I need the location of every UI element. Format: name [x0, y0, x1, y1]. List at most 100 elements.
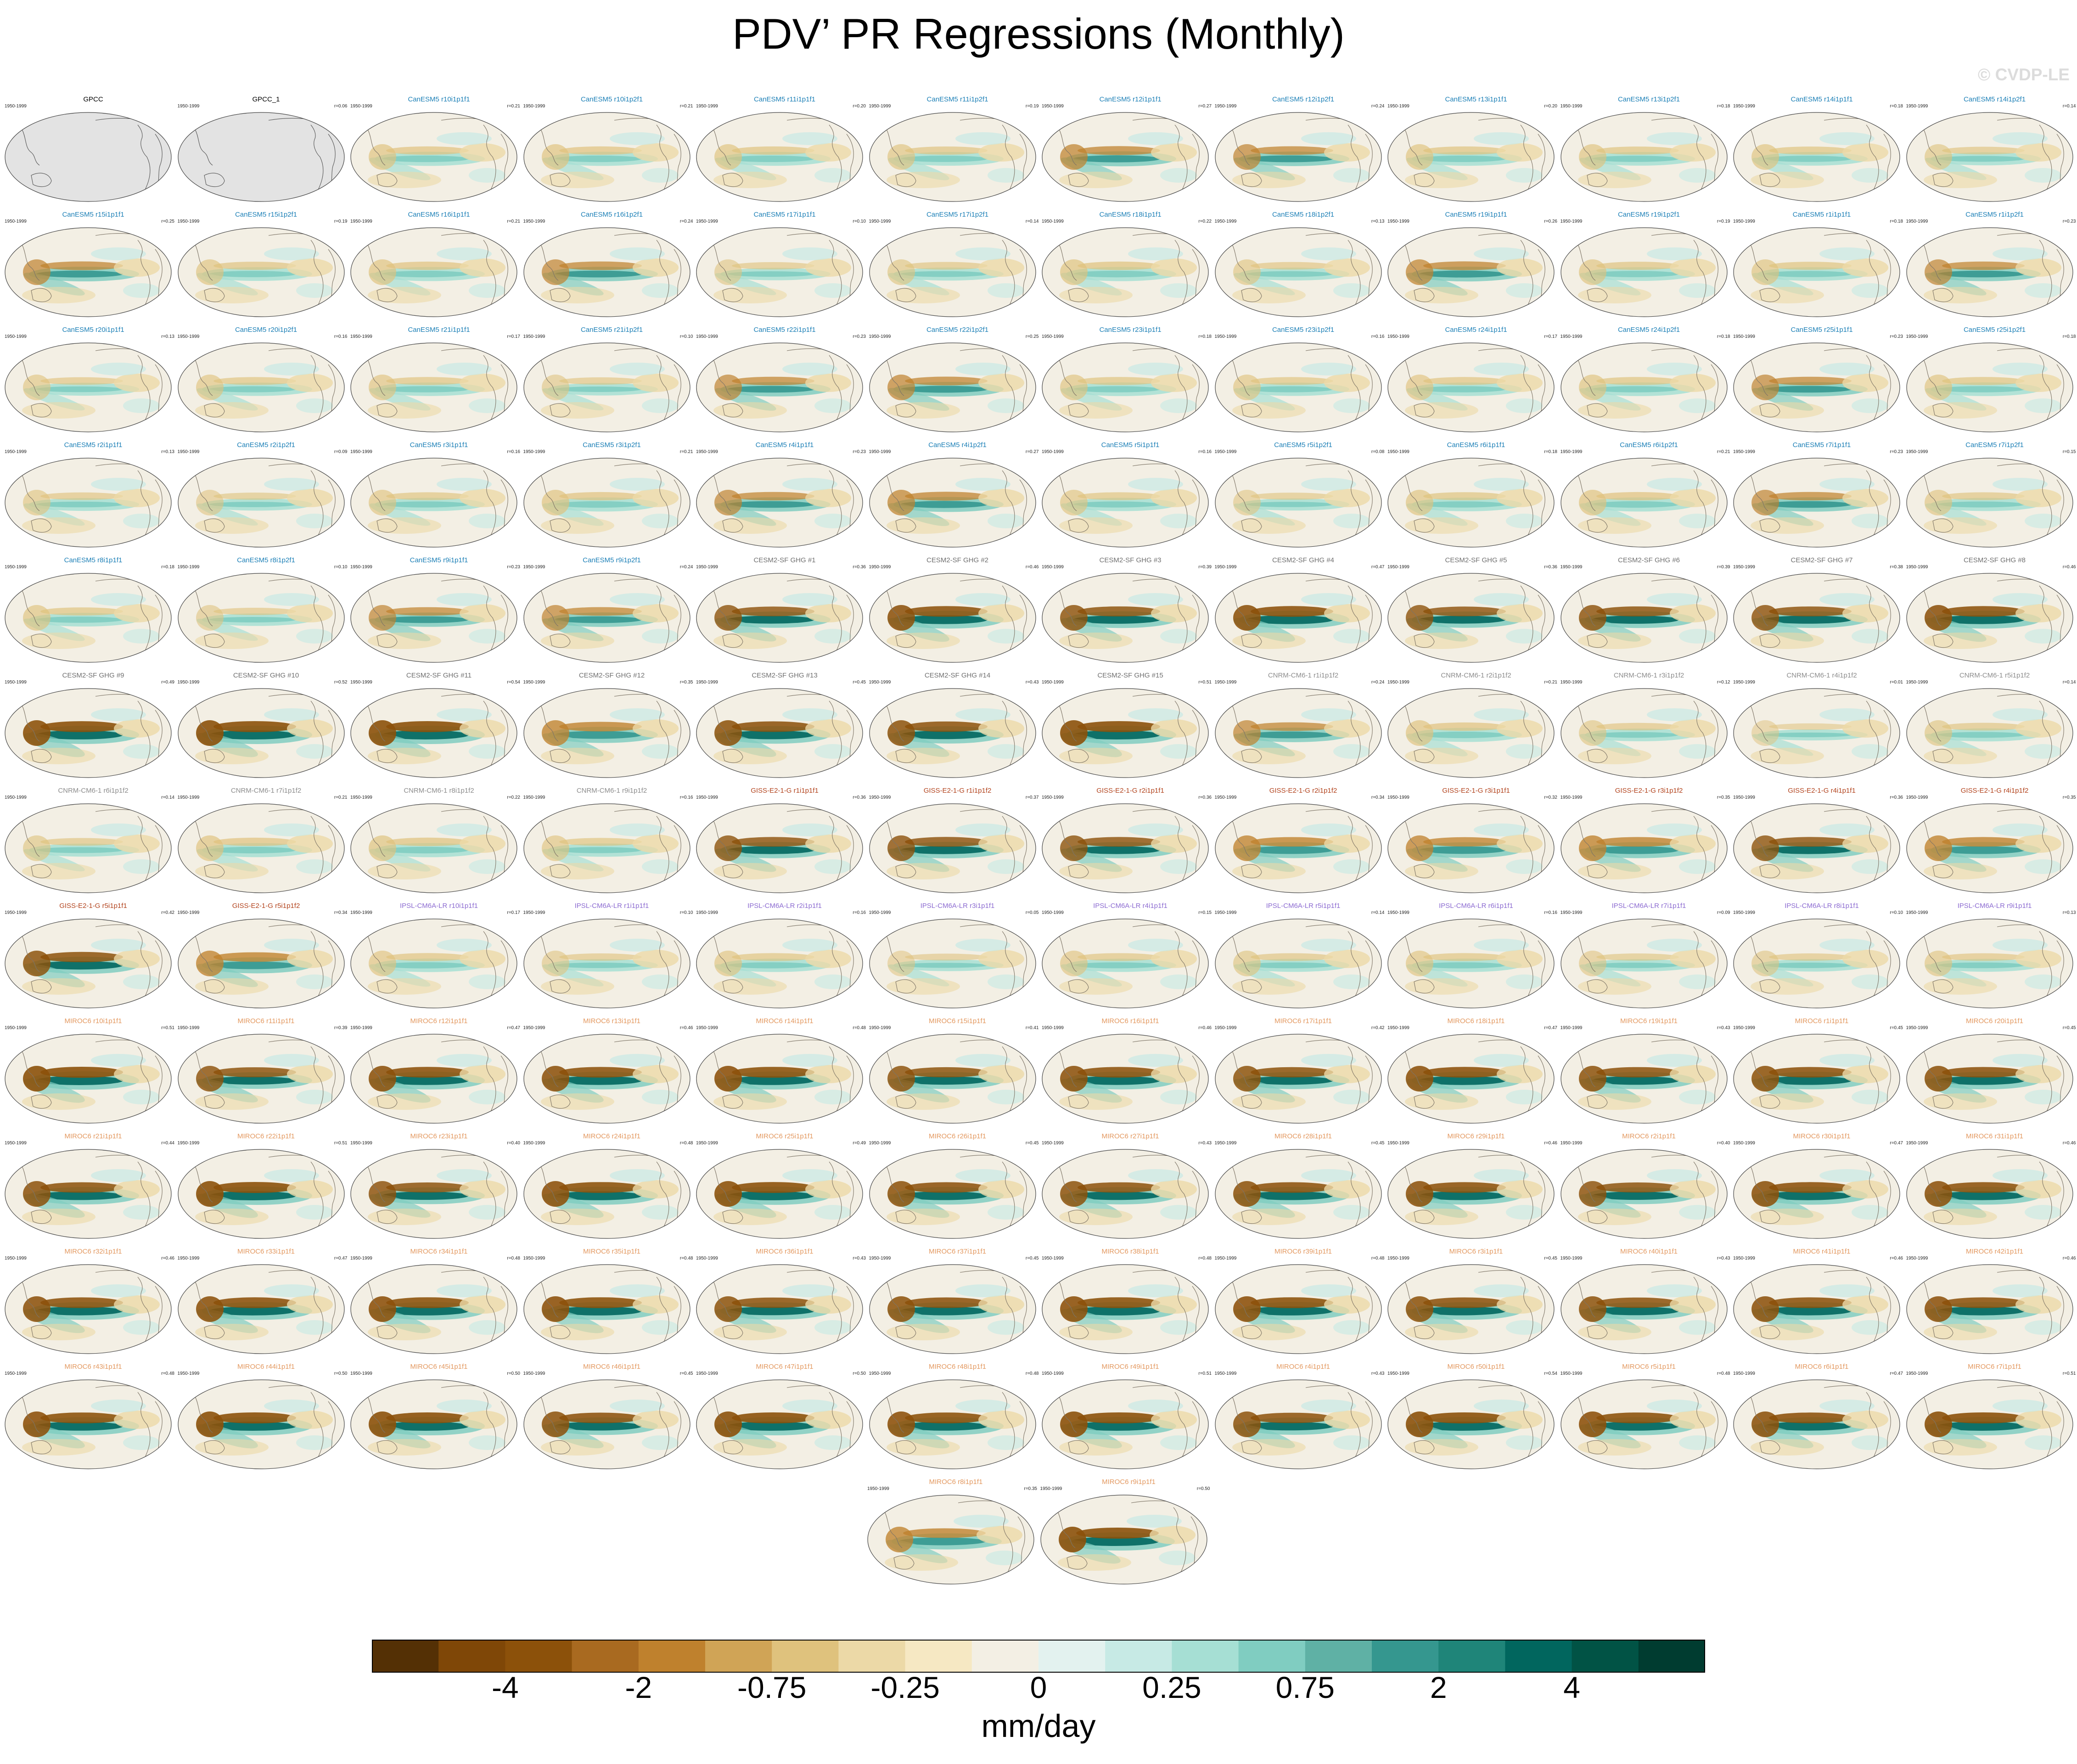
panel-title: CNRM-CM6-1 r5i1p1f2 [1959, 672, 2030, 679]
south-dry [1059, 517, 1133, 534]
panel-title: CESM2-SF GHG #4 [1272, 556, 1335, 564]
colorbar-swatch [1172, 1640, 1239, 1673]
south-dry [1059, 978, 1133, 995]
maritime-dry [23, 1181, 51, 1207]
south-dry [1059, 1324, 1133, 1340]
panel-period: 1950-1999 [1387, 1025, 1409, 1030]
regression-map [523, 1034, 690, 1124]
australia-coast [1932, 1210, 1954, 1224]
north-wet [437, 939, 492, 952]
south-dry [1577, 402, 1651, 419]
itcz-dry-band [1078, 377, 1160, 385]
regression-map [350, 573, 517, 663]
equatorial-core [727, 1076, 814, 1085]
australia-coast [1932, 1325, 1954, 1339]
atlantic-dry [1669, 143, 1716, 162]
map-outline [523, 342, 690, 432]
asia-coast [1232, 1396, 1250, 1433]
regression-map [1560, 1034, 1728, 1124]
australia-coast [895, 173, 916, 187]
map-outline [5, 573, 172, 663]
south-dry [1751, 863, 1824, 879]
panel-correlation: r=0.23 [2062, 219, 2076, 224]
itcz-dry-band [904, 606, 988, 617]
maritime-dry [714, 720, 742, 746]
south-dry [368, 287, 441, 303]
itcz-dry-band [1942, 492, 2025, 500]
regression-map [350, 1264, 517, 1354]
south-dry [195, 748, 269, 764]
map-outline [1042, 458, 1209, 548]
panel-title: IPSL-CM6A-LR r7i1p1f1 [1611, 902, 1686, 910]
colorbar-swatch [1238, 1640, 1306, 1673]
panel-period: 1950-1999 [696, 1256, 718, 1261]
itcz-dry-band [1423, 492, 1506, 500]
south-dry [368, 978, 441, 995]
equatorial-core [554, 155, 642, 162]
north-wet [1301, 1400, 1356, 1412]
equatorial-core [900, 1191, 988, 1200]
atlantic-dry [1669, 258, 1716, 277]
panel-title: CESM2-SF GHG #5 [1445, 556, 1507, 564]
itcz-dry-band [1596, 837, 1679, 847]
itcz-dry-band [1596, 1412, 1679, 1423]
south-dry [1405, 1209, 1478, 1225]
atlantic-dry [286, 258, 333, 277]
regression-map [177, 918, 345, 1008]
map-panel: 1950-1999 CESM2-SF GHG #5 r=0.36 [1386, 553, 1558, 666]
panel-correlation: r=0.18 [1544, 449, 1557, 454]
panel-title: IPSL-CM6A-LR r5i1p1f1 [1266, 902, 1341, 910]
maritime-dry [1060, 259, 1088, 285]
south-dry [1751, 172, 1824, 188]
panel-period: 1950-1999 [1733, 910, 1755, 915]
maritime-dry [714, 144, 742, 170]
north-wet [609, 939, 665, 952]
panel-correlation: r=0.15 [2062, 449, 2076, 454]
panel-period: 1950-1999 [869, 1256, 891, 1261]
panel-title: CanESM5 r22i1p1f1 [753, 326, 816, 334]
panel-period: 1950-1999 [1733, 565, 1755, 570]
map-panel: 1950-1999 IPSL-CM6A-LR r1i1p1f1 r=0.10 [522, 898, 694, 1012]
asia-coast [886, 590, 904, 627]
map-panel: 1950-1999 CESM2-SF GHG #13 r=0.45 [694, 668, 867, 782]
itcz-dry-band [1942, 1182, 2025, 1193]
south-dry [1059, 287, 1133, 303]
south-dry [1232, 633, 1306, 649]
panel-correlation: r=0.47 [507, 1025, 520, 1030]
north-wet [1992, 823, 2048, 836]
asia-coast [1059, 820, 1077, 857]
panel-title: MIROC6 r32i1p1f1 [64, 1248, 122, 1255]
panel-period: 1950-1999 [177, 680, 200, 685]
equatorial-core [1419, 731, 1506, 739]
north-wet [1646, 1400, 1702, 1412]
itcz-dry-band [559, 1297, 642, 1308]
south-dry [886, 1093, 960, 1110]
north-wet [264, 708, 319, 721]
americas-coast [1174, 816, 1188, 888]
south-atlantic-wet [123, 283, 160, 298]
americas-coast [1347, 1161, 1361, 1234]
itcz-dry-band [1078, 1067, 1160, 1078]
panel-correlation: r=0.36 [1544, 565, 1557, 570]
south-atlantic-wet [1160, 283, 1197, 298]
itcz-dry-band [213, 1067, 296, 1077]
asia-coast [195, 705, 213, 742]
south-dry [368, 863, 441, 879]
equatorial-core [727, 962, 814, 969]
atlantic-dry [805, 604, 851, 622]
south-atlantic-wet [1678, 168, 1716, 183]
maritime-dry [23, 375, 51, 400]
equatorial-core [1419, 1422, 1506, 1431]
south-atlantic-wet [814, 168, 851, 183]
itcz-dry-band [1250, 262, 1333, 270]
asia-coast [1404, 244, 1423, 281]
north-wet [1474, 1054, 1529, 1067]
map-outline [869, 918, 1036, 1008]
americas-coast [1693, 700, 1707, 773]
colorbar-swatch [705, 1640, 772, 1673]
australia-coast [1759, 1094, 1780, 1109]
americas-coast [1347, 124, 1361, 197]
atlantic-dry [460, 950, 505, 968]
panel-title: CanESM5 r22i1p2f1 [926, 326, 989, 334]
maritime-dry [1578, 605, 1606, 631]
